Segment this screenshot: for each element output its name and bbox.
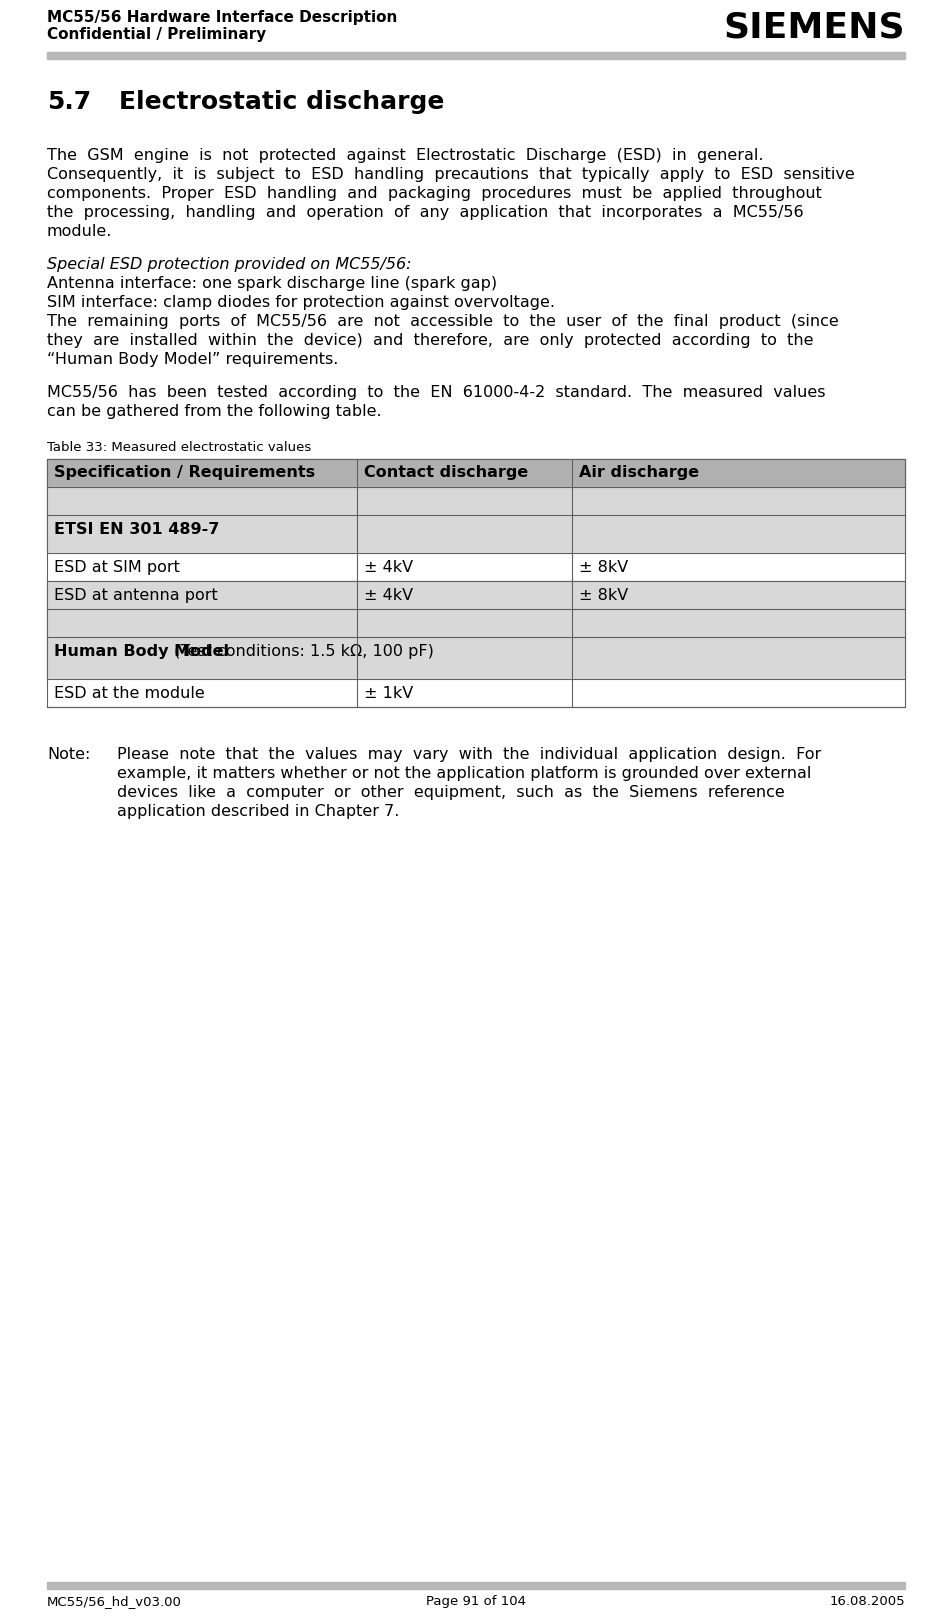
Text: ESD at SIM port: ESD at SIM port: [54, 560, 180, 574]
Bar: [47, 1582, 905, 1589]
Text: components.  Proper  ESD  handling  and  packaging  procedures  must  be  applie: components. Proper ESD handling and pack…: [47, 186, 822, 201]
Text: Electrostatic discharge: Electrostatic discharge: [119, 91, 445, 113]
Text: “Human Body Model” requirements.: “Human Body Model” requirements.: [47, 353, 338, 367]
Text: Antenna interface: one spark discharge line (spark gap): Antenna interface: one spark discharge l…: [47, 277, 497, 291]
Text: can be gathered from the following table.: can be gathered from the following table…: [47, 404, 381, 419]
Text: Specification / Requirements: Specification / Requirements: [54, 464, 315, 481]
Text: 16.08.2005: 16.08.2005: [830, 1595, 905, 1608]
Text: Consequently,  it  is  subject  to  ESD  handling  precautions  that  typically : Consequently, it is subject to ESD handl…: [47, 167, 854, 181]
Text: Page 91 of 104: Page 91 of 104: [426, 1595, 526, 1608]
Text: The  remaining  ports  of  MC55/56  are  not  accessible  to  the  user  of  the: The remaining ports of MC55/56 are not a…: [47, 314, 839, 328]
Text: SIM interface: clamp diodes for protection against overvoltage.: SIM interface: clamp diodes for protecti…: [47, 294, 555, 311]
Text: Table 33: Measured electrostatic values: Table 33: Measured electrostatic values: [47, 442, 312, 455]
Bar: [47, 515, 905, 553]
Text: ESD at antenna port: ESD at antenna port: [54, 587, 218, 604]
Text: Note:: Note:: [47, 748, 91, 762]
Text: they  are  installed  within  the  device)  and  therefore,  are  only  protecte: they are installed within the device) an…: [47, 333, 814, 348]
Text: Air discharge: Air discharge: [579, 464, 700, 481]
Bar: [47, 52, 905, 58]
Text: Please  note  that  the  values  may  vary  with  the  individual  application  : Please note that the values may vary wit…: [117, 748, 821, 762]
Bar: [47, 608, 905, 637]
Text: module.: module.: [47, 223, 112, 239]
Bar: [47, 637, 905, 680]
Text: MC55/56_hd_v03.00: MC55/56_hd_v03.00: [47, 1595, 182, 1608]
Text: Confidential / Preliminary: Confidential / Preliminary: [47, 28, 266, 42]
Text: the  processing,  handling  and  operation  of  any  application  that  incorpor: the processing, handling and operation o…: [47, 205, 803, 220]
Bar: [47, 460, 905, 487]
Bar: [47, 680, 905, 707]
Text: Contact discharge: Contact discharge: [364, 464, 529, 481]
Text: (Test conditions: 1.5 kΩ, 100 pF): (Test conditions: 1.5 kΩ, 100 pF): [169, 644, 434, 659]
Text: devices  like  a  computer  or  other  equipment,  such  as  the  Siemens  refer: devices like a computer or other equipme…: [117, 785, 784, 799]
Text: ETSI EN 301 489-7: ETSI EN 301 489-7: [54, 523, 219, 537]
Bar: [47, 553, 905, 581]
Text: Human Body Model: Human Body Model: [54, 644, 229, 659]
Text: ± 8kV: ± 8kV: [579, 560, 629, 574]
Text: 5.7: 5.7: [47, 91, 92, 113]
Bar: [47, 581, 905, 608]
Text: ± 4kV: ± 4kV: [364, 560, 413, 574]
Text: application described in Chapter 7.: application described in Chapter 7.: [117, 804, 399, 819]
Bar: [47, 487, 905, 515]
Text: MC55/56 Hardware Interface Description: MC55/56 Hardware Interface Description: [47, 10, 397, 24]
Text: ± 4kV: ± 4kV: [364, 587, 413, 604]
Text: example, it matters whether or not the application platform is grounded over ext: example, it matters whether or not the a…: [117, 765, 812, 781]
Text: Special ESD protection provided on MC55/56:: Special ESD protection provided on MC55/…: [47, 257, 412, 272]
Text: ± 1kV: ± 1kV: [364, 686, 413, 701]
Text: ± 8kV: ± 8kV: [579, 587, 629, 604]
Bar: [47, 460, 905, 707]
Text: The  GSM  engine  is  not  protected  against  Electrostatic  Discharge  (ESD)  : The GSM engine is not protected against …: [47, 147, 764, 163]
Text: ESD at the module: ESD at the module: [54, 686, 205, 701]
Text: SIEMENS: SIEMENS: [723, 10, 905, 44]
Text: MC55/56  has  been  tested  according  to  the  EN  61000-4-2  standard.  The  m: MC55/56 has been tested according to the…: [47, 385, 825, 400]
